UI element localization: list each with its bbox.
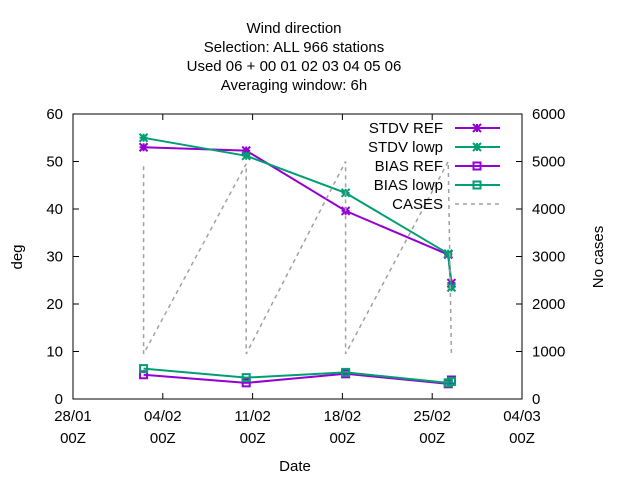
x-tick-label: 28/01: [54, 408, 92, 425]
title-line-2: Selection: ALL 966 stations: [204, 39, 384, 56]
series-line: [143, 367, 452, 384]
legend: STDV REF STDV lowp BIAS REF BIAS lowp CASES: [368, 120, 500, 213]
marker-stroke: [138, 133, 149, 143]
y2-tick-label: 2000: [532, 296, 565, 313]
series-line: [142, 158, 453, 355]
title-line-3: Used 06 + 00 01 02 03 04 05 06: [187, 58, 402, 75]
data-point: [443, 248, 453, 259]
y2-tick-label: 0: [532, 391, 540, 408]
x-tick-label: 25/02: [413, 408, 451, 425]
y-tick-label: 10: [46, 344, 63, 361]
legend-marker: [472, 123, 482, 133]
y-tick-label: 40: [46, 201, 63, 218]
marker-stroke: [241, 151, 251, 161]
marker-stroke: [472, 142, 482, 152]
legend-marker: [472, 161, 482, 171]
y2-tick-label: 6000: [532, 106, 565, 123]
legend-item-stdv-lowp: STDV lowp: [368, 139, 500, 156]
marker-stroke: [446, 282, 457, 293]
legend-item-cases: CASES: [392, 196, 500, 213]
x-tick-label-hour: 00Z: [329, 430, 355, 447]
x-tick-label-hour: 00Z: [419, 430, 445, 447]
marker-stroke: [138, 142, 149, 152]
y-tick-label: 50: [46, 154, 63, 171]
data-point: [139, 364, 149, 374]
legend-item-bias-lowp: BIAS lowp: [374, 177, 500, 194]
marker-stroke: [443, 248, 453, 259]
series-group: [138, 133, 457, 389]
x-tick-label: 04/03: [503, 408, 541, 425]
y-tick-label: 30: [46, 249, 63, 266]
data-point: [341, 367, 351, 377]
legend-label: CASES: [392, 196, 443, 213]
legend-marker: [472, 180, 482, 190]
marker-stroke: [472, 123, 482, 133]
x-tick-label: 04/02: [144, 408, 182, 425]
legend-label: STDV lowp: [368, 139, 443, 156]
x-tick-label-hour: 00Z: [240, 430, 266, 447]
y-tick-label: 0: [55, 391, 63, 408]
data-point: [446, 282, 457, 293]
x-tick-label: 18/02: [324, 408, 362, 425]
x-tick-label-hour: 00Z: [60, 430, 86, 447]
legend-label: BIAS lowp: [374, 177, 443, 194]
series-bias-lowp: [139, 364, 456, 388]
series-cases: [142, 158, 453, 355]
y-tick-label: 60: [46, 106, 63, 123]
legend-item-stdv-ref: STDV REF: [369, 120, 500, 137]
y-tick-label: 20: [46, 296, 63, 313]
data-point: [241, 378, 251, 388]
data-point: [241, 151, 251, 161]
legend-item-bias-ref: BIAS REF: [375, 158, 500, 175]
y2-tick-label: 1000: [532, 344, 565, 361]
title-line-1: Wind direction: [246, 20, 341, 37]
data-point: [446, 376, 456, 386]
y2-axis-label: No cases: [590, 226, 607, 289]
legend-marker: [472, 142, 482, 152]
legend-label: BIAS REF: [375, 158, 443, 175]
title-line-4: Averaging window: 6h: [221, 77, 367, 94]
y2-tick-label: 5000: [532, 154, 565, 171]
x-tick-label: 11/02: [234, 408, 270, 425]
data-point: [241, 373, 251, 383]
x-tick-label-hour: 00Z: [150, 430, 176, 447]
y2-tick-label: 3000: [532, 249, 565, 266]
chart-title: Wind direction Selection: ALL 966 statio…: [187, 20, 402, 94]
x-tick-label-hour: 00Z: [509, 430, 535, 447]
y-axis-label: deg: [9, 244, 26, 269]
legend-label: STDV REF: [369, 120, 443, 137]
data-point: [138, 133, 149, 143]
plot-border: [72, 113, 523, 400]
data-point: [138, 142, 149, 152]
y2-tick-label: 4000: [532, 201, 565, 218]
axes: 0 10 20 30 40 50 60 0 1000 2000 3000 4000 5000 6000 28…: [46, 106, 565, 447]
x-axis-label: Date: [279, 458, 311, 475]
